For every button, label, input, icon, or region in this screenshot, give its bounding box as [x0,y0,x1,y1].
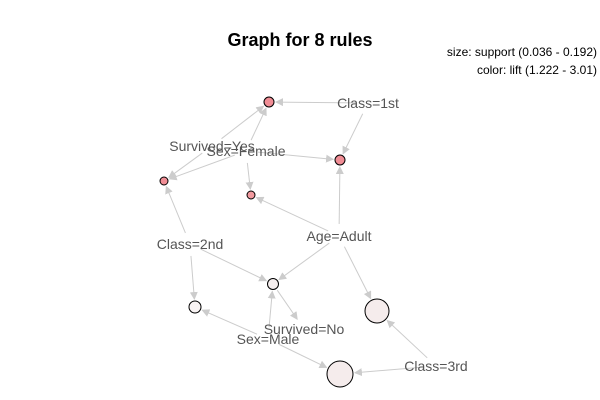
rule-node-r1 [263,96,275,108]
edge-sexFemale-to-r4 [245,162,254,191]
edge-ageAdult-to-r4 [255,196,329,232]
item-label-sexFemale: Sex=Female [207,143,286,159]
rules-layer [159,96,390,388]
item-label-class3rd: Class=3rd [404,358,467,374]
edge-class1st-to-r1 [274,98,357,107]
edge-sexFemale-to-r3 [168,154,235,181]
edge-ageAdult-to-r5 [278,242,330,281]
edge-class1st-to-r2 [342,113,364,155]
rule-node-r8 [326,360,354,388]
item-label-survivedNo: Survived=No [264,321,345,337]
edge-class2nd-to-r3 [165,185,186,234]
item-label-sexMale: Sex=Male [237,331,300,347]
edge-sexMale-to-r5 [267,290,276,328]
edge-class3rd-to-r7 [386,319,428,359]
graph-title: Graph for 8 rules [227,30,372,50]
edge-sexMale-to-r8 [278,343,328,368]
rule-node-r6 [188,300,202,314]
item-label-class2nd: Class=2nd [157,236,224,252]
item-label-class1st: Class=1st [337,95,399,111]
legend-color: color: lift (1.222 - 3.01) [477,63,597,77]
edge-class2nd-to-r6 [189,255,198,301]
rule-node-r7 [364,298,390,324]
item-label-survivedYes: Survived=Yes [169,138,254,154]
rule-node-r3 [159,176,169,186]
edge-class2nd-to-r5 [200,248,268,282]
edge-sexFemale-to-r1 [250,107,267,141]
edge-survivedYes-to-r1 [221,105,265,140]
rule-node-r5 [267,278,279,290]
rule-node-r4 [246,190,256,200]
edge-ageAdult-to-r7 [343,246,372,300]
edge-class3rd-to-r8 [353,366,425,377]
rule-node-r2 [334,154,346,166]
item-label-ageAdult: Age=Adult [307,228,372,244]
edge-ageAdult-to-r2 [335,165,344,225]
edge-r5-to-survivedNo [276,289,298,320]
edge-sexMale-to-r6 [201,309,258,335]
edges-layer [165,98,428,377]
legend-size: size: support (0.036 - 0.192) [447,45,597,59]
edge-survivedYes-to-r3 [168,152,203,179]
edge-sexFemale-to-r2 [257,151,335,163]
